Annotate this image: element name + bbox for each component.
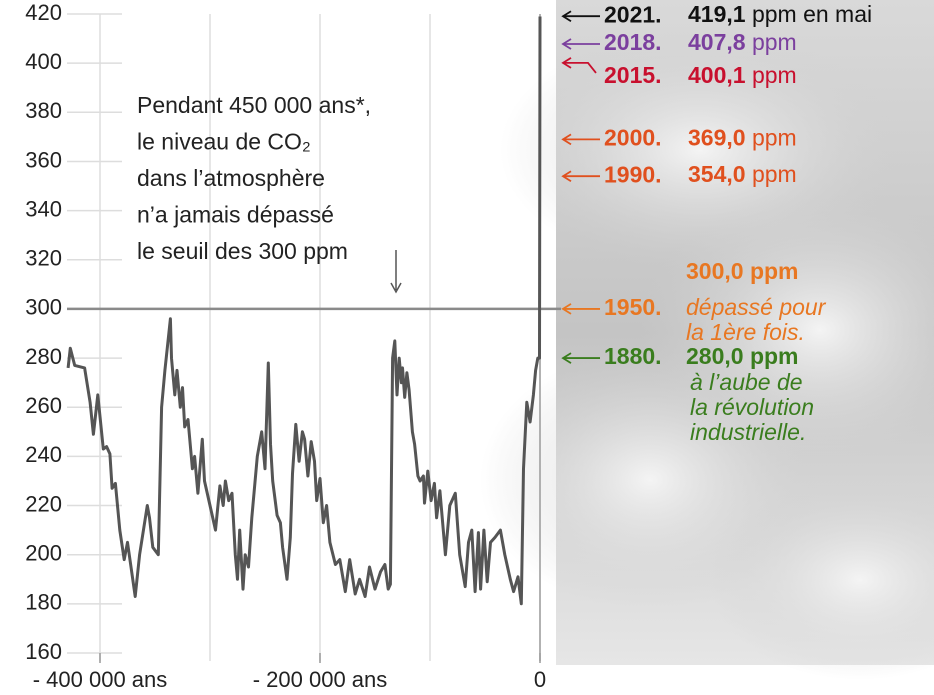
annotation-value: 400,1 ppm: [688, 62, 797, 88]
y-tick-label: 160: [25, 639, 62, 664]
y-tick-label: 360: [25, 147, 62, 172]
unit-label: ppm: [750, 258, 799, 284]
x-tick-label: - 200 000 ans: [253, 667, 388, 692]
value-label: 419,1: [688, 1, 746, 27]
note-text: n’a jamais dépassé: [137, 202, 334, 228]
arrow-head: [561, 303, 572, 315]
y-tick-label: 220: [25, 491, 62, 516]
arrow-head: [561, 170, 572, 182]
unit-label: ppm: [752, 62, 797, 88]
annotation-value: 300,0 ppm: [686, 258, 799, 284]
y-tick-label: 300: [25, 295, 62, 320]
arrow-head: [561, 133, 572, 146]
annotation-note: la 1ère fois.: [686, 319, 805, 345]
unit-label: ppm: [752, 29, 797, 55]
annotation-year: 2000.: [604, 124, 662, 150]
value-label: 400,1: [688, 62, 746, 88]
annotation-value: 280,0 ppm: [686, 343, 799, 369]
value-label: 369,0: [688, 124, 746, 150]
annotation-value: 407,8 ppm: [688, 29, 797, 55]
unit-label: ppm en mai: [752, 1, 872, 27]
y-tick-label: 400: [25, 49, 62, 74]
note-arrow: [390, 250, 402, 294]
value-label: 354,0: [688, 161, 746, 187]
annotation-year: 1950.: [604, 294, 662, 320]
arrow-head: [561, 352, 572, 364]
value-label: 280,0: [686, 343, 744, 369]
annotation-value: 354,0 ppm: [688, 161, 797, 187]
y-tick-label: 260: [25, 393, 62, 418]
unit-label: ppm: [750, 343, 799, 369]
annotation-year: 2021.: [604, 1, 662, 27]
annotation-year: 1880.: [604, 343, 662, 369]
unit-label: ppm: [752, 124, 797, 150]
note-text: dans l’atmosphère: [137, 165, 325, 191]
x-tick-label: - 400 000 ans: [33, 667, 168, 692]
note-text: Pendant 450 000 ans*,: [137, 92, 371, 118]
co2-line: [66, 16, 542, 606]
y-tick-label: 420: [25, 0, 62, 25]
annotation-value: 419,1 ppm en mai: [688, 1, 872, 27]
annotation-note: dépassé pour: [686, 294, 827, 320]
note-text: le seuil des 300 ppm: [137, 238, 348, 264]
arrow-head: [561, 38, 572, 50]
annotation-note: la révolution: [690, 394, 814, 420]
cloud-background: [480, 0, 934, 680]
value-label: 300,0: [686, 258, 744, 284]
annotation-year: 2015.: [604, 62, 662, 88]
annotation-year: 2018.: [604, 29, 662, 55]
y-tick-label: 340: [25, 196, 62, 221]
annotation-note: à l’aube de: [690, 369, 803, 395]
annotation-note: industrielle.: [690, 419, 806, 445]
y-tick-label: 240: [25, 442, 62, 467]
x-tick-label: 0: [534, 667, 546, 692]
annotation-arrow: [563, 62, 597, 74]
value-label: 407,8: [688, 29, 746, 55]
annotation-year: 1990.: [604, 161, 662, 187]
y-tick-label: 200: [25, 541, 62, 566]
note-text: le niveau de CO₂: [137, 129, 311, 155]
y-tick-label: 380: [25, 98, 62, 123]
arrow-head: [561, 10, 572, 22]
arrow-head: [561, 57, 572, 69]
y-tick-label: 320: [25, 246, 62, 271]
annotation-value: 369,0 ppm: [688, 124, 797, 150]
unit-label: ppm: [752, 161, 797, 187]
y-tick-label: 280: [25, 344, 62, 369]
y-tick-label: 180: [25, 590, 62, 615]
